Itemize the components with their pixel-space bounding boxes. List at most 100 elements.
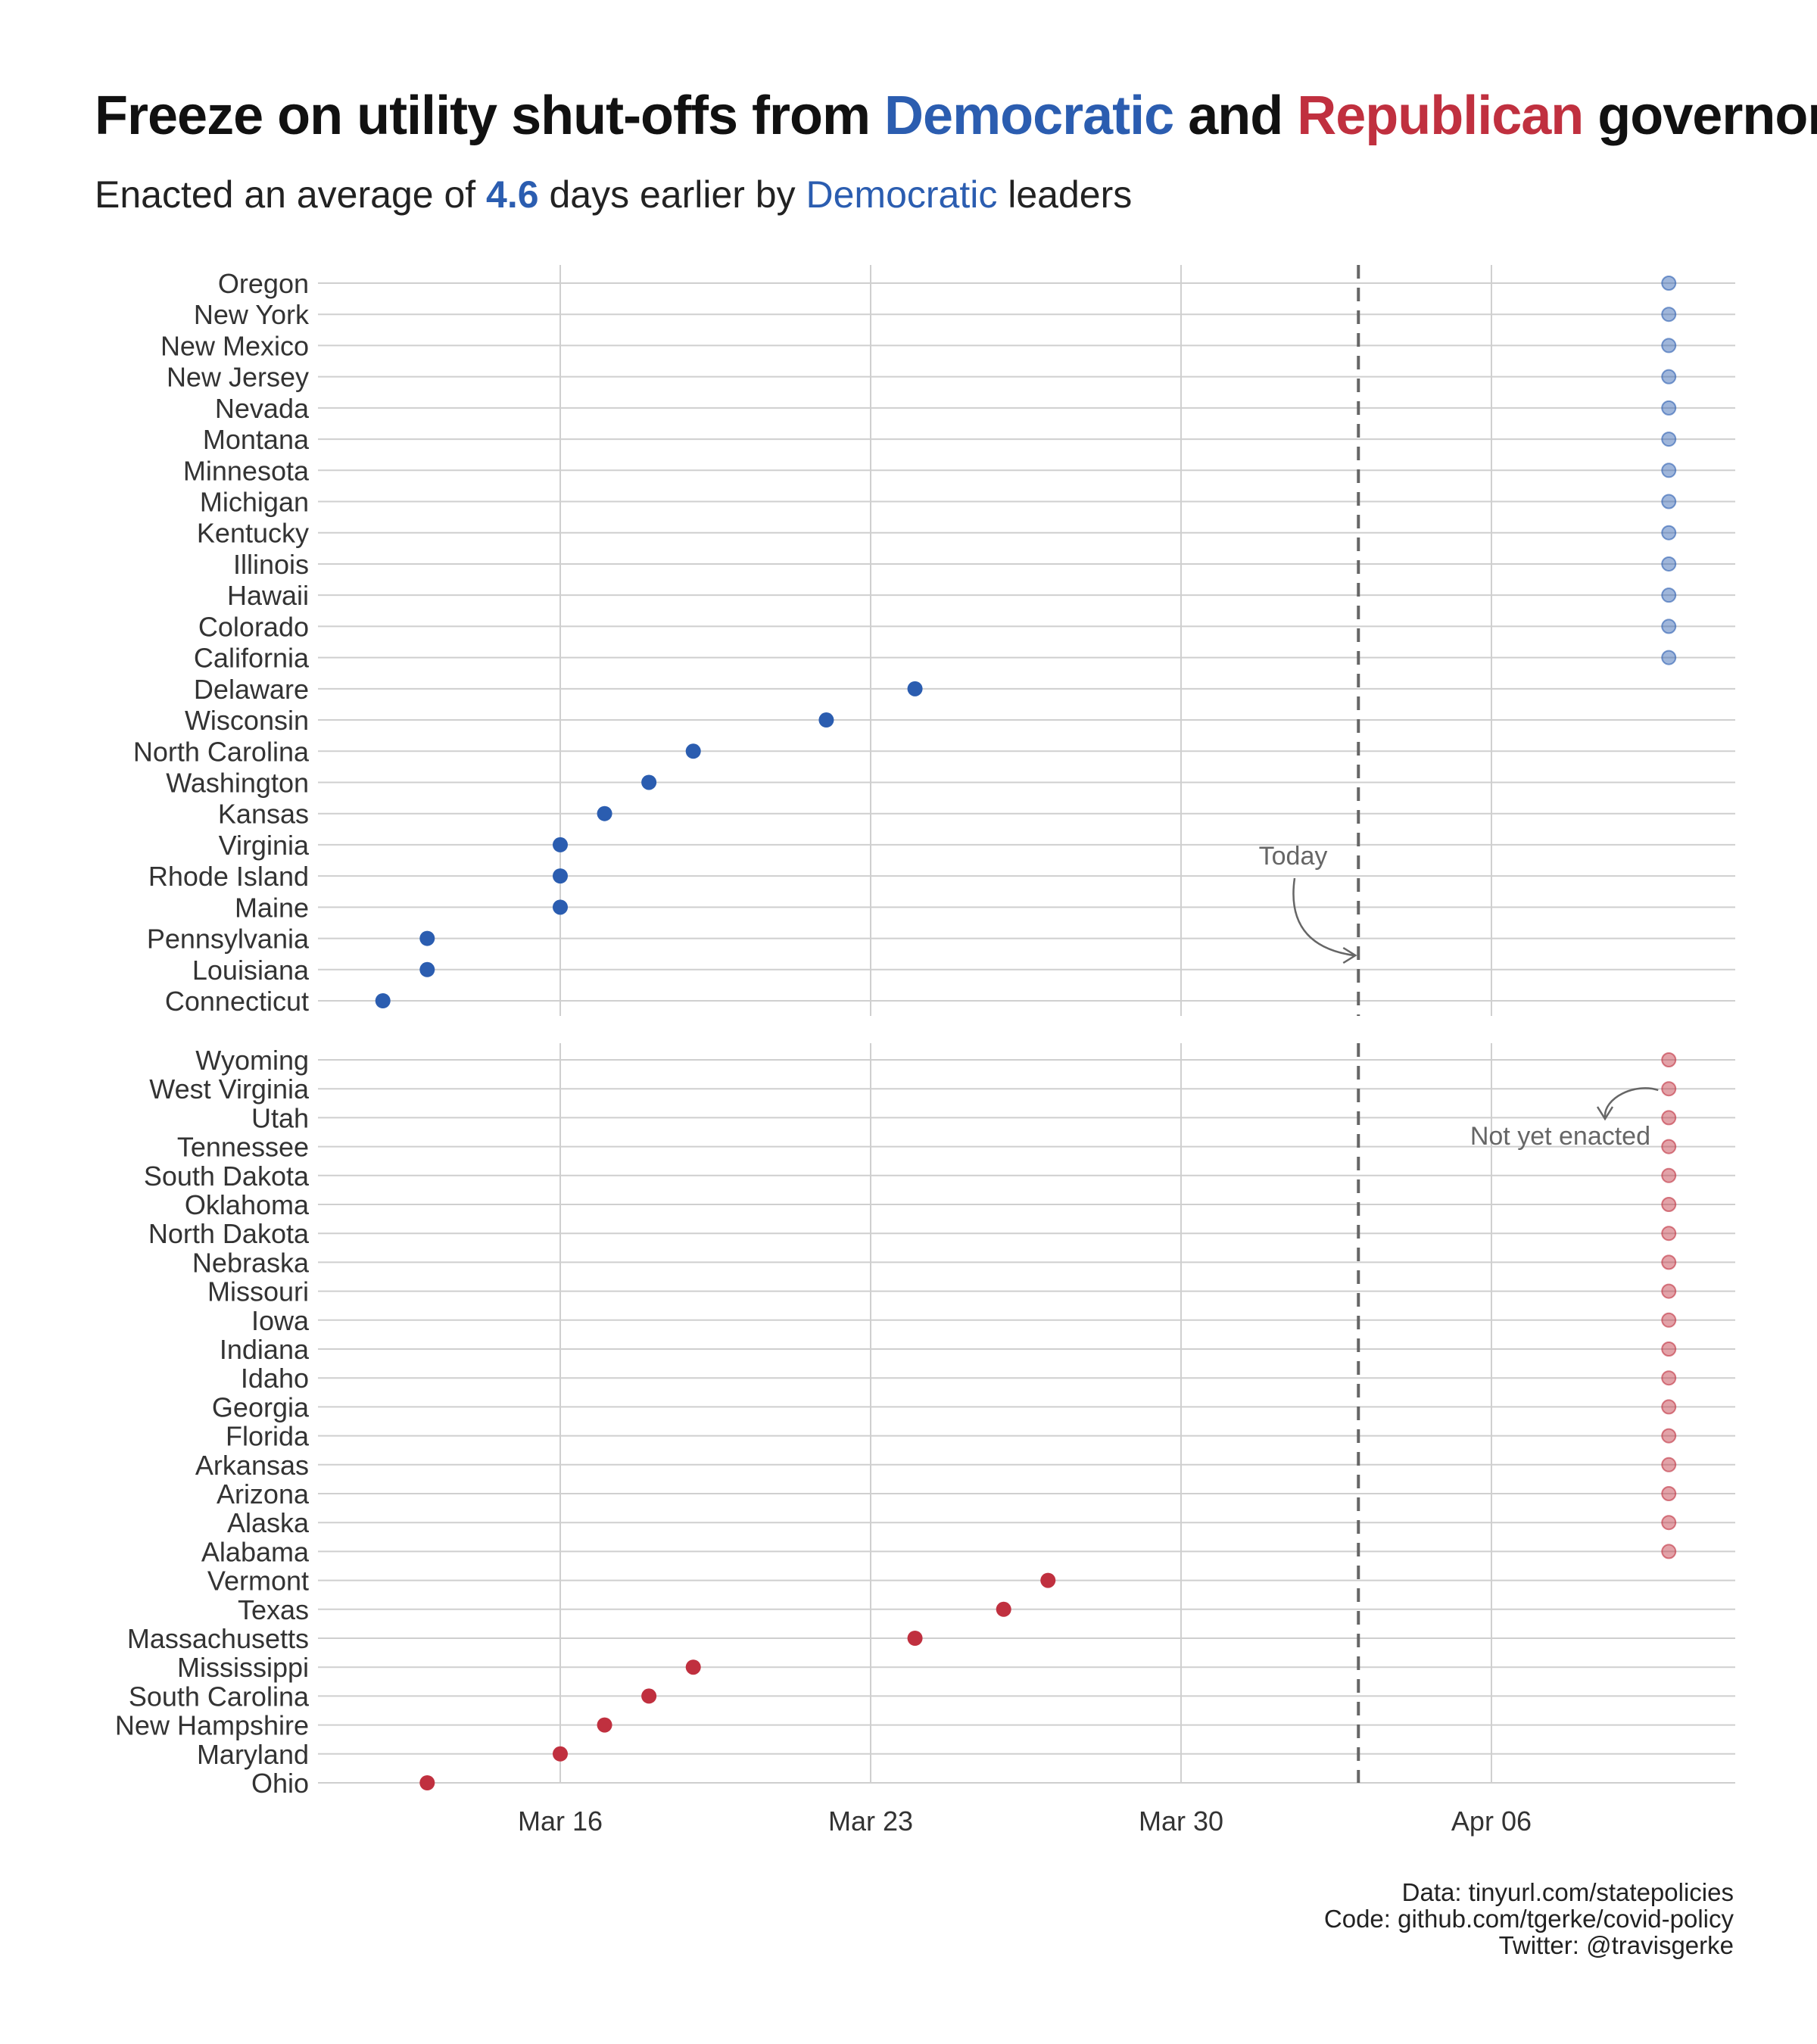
- state-label-minnesota: Minnesota: [183, 455, 310, 486]
- state-label-massachusetts: Massachusetts: [127, 1623, 309, 1654]
- state-label-kansas: Kansas: [218, 799, 309, 830]
- point-nevada: [1661, 400, 1677, 416]
- point-florida: [1661, 1428, 1677, 1444]
- point-california: [1661, 650, 1677, 665]
- point-oregon: [1661, 276, 1677, 291]
- state-label-alabama: Alabama: [201, 1536, 310, 1567]
- subtitle-democratic: Democratic: [806, 173, 998, 216]
- point-ohio: [419, 1775, 435, 1790]
- state-label-idaho: Idaho: [241, 1363, 309, 1394]
- point-washington: [641, 774, 657, 790]
- x-tick-label-mar-16: Mar 16: [518, 1806, 603, 1837]
- state-label-iowa: Iowa: [251, 1305, 310, 1336]
- caption-code-link: Code: github.com/tgerke/covid-policy: [1323, 1905, 1734, 1933]
- point-west-virginia: [1661, 1081, 1677, 1097]
- state-label-oregon: Oregon: [218, 268, 309, 299]
- state-label-louisiana: Louisiana: [192, 955, 310, 986]
- x-tick-label-apr-06: Apr 06: [1451, 1806, 1532, 1837]
- point-connecticut: [375, 993, 391, 1008]
- point-kansas: [597, 805, 612, 821]
- point-wyoming: [1661, 1052, 1677, 1067]
- title-mid: and: [1173, 86, 1298, 146]
- point-michigan: [1661, 494, 1677, 509]
- state-label-montana: Montana: [203, 424, 310, 455]
- point-minnesota: [1661, 463, 1677, 478]
- state-label-michigan: Michigan: [200, 487, 309, 518]
- state-label-hawaii: Hawaii: [227, 580, 309, 611]
- today-annotation-arrow: [1292, 877, 1354, 957]
- state-label-new-mexico: New Mexico: [161, 330, 309, 361]
- point-idaho: [1661, 1370, 1677, 1386]
- point-south-dakota: [1661, 1167, 1677, 1183]
- state-label-west-virginia: West Virginia: [149, 1073, 310, 1105]
- point-wisconsin: [818, 712, 834, 728]
- state-label-ohio: Ohio: [251, 1768, 309, 1799]
- title-prefix: Freeze on utility shut-offs from: [95, 86, 885, 146]
- state-label-wyoming: Wyoming: [195, 1045, 309, 1076]
- point-new-jersey: [1661, 369, 1677, 385]
- x-tick-label-mar-23: Mar 23: [828, 1806, 913, 1837]
- state-label-arizona: Arizona: [217, 1478, 310, 1510]
- state-label-north-dakota: North Dakota: [148, 1218, 310, 1249]
- point-vermont: [1040, 1572, 1056, 1588]
- point-iowa: [1661, 1312, 1677, 1328]
- point-north-carolina: [685, 743, 701, 759]
- point-kentucky: [1661, 525, 1677, 541]
- point-maine: [553, 899, 568, 915]
- point-arkansas: [1661, 1457, 1677, 1472]
- state-label-oklahoma: Oklahoma: [185, 1189, 310, 1220]
- not-yet-enacted-arrow: [1604, 1087, 1659, 1118]
- point-rhode-island: [553, 868, 568, 884]
- state-label-delaware: Delaware: [194, 674, 309, 705]
- point-virginia: [553, 837, 568, 852]
- point-north-dakota: [1661, 1226, 1677, 1242]
- point-new-york: [1661, 307, 1677, 322]
- caption-data-source: Data: tinyurl.com/statepolicies: [1401, 1878, 1734, 1906]
- point-colorado: [1661, 618, 1677, 634]
- state-label-texas: Texas: [238, 1594, 309, 1625]
- point-montana: [1661, 432, 1677, 447]
- point-delaware: [907, 681, 923, 696]
- state-label-colorado: Colorado: [198, 611, 309, 642]
- point-mississippi: [685, 1659, 701, 1675]
- state-label-florida: Florida: [226, 1421, 310, 1452]
- point-massachusetts: [907, 1631, 923, 1646]
- state-label-nevada: Nevada: [215, 393, 310, 424]
- state-label-virginia: Virginia: [219, 830, 310, 861]
- chart-title: Freeze on utility shut-offs from Democra…: [95, 85, 1817, 147]
- point-georgia: [1661, 1399, 1677, 1415]
- point-illinois: [1661, 556, 1677, 572]
- state-label-nebraska: Nebraska: [192, 1247, 310, 1278]
- state-label-washington: Washington: [166, 767, 309, 798]
- point-oklahoma: [1661, 1197, 1677, 1212]
- subtitle-value: 4.6: [486, 173, 539, 216]
- subtitle-suffix: leaders: [997, 173, 1133, 216]
- state-label-maine: Maine: [235, 892, 309, 923]
- point-new-hampshire: [597, 1717, 612, 1733]
- point-indiana: [1661, 1341, 1677, 1357]
- state-label-new-hampshire: New Hampshire: [115, 1710, 309, 1741]
- title-democratic: Democratic: [884, 86, 1174, 146]
- state-label-indiana: Indiana: [220, 1334, 310, 1365]
- point-hawaii: [1661, 587, 1677, 603]
- point-louisiana: [419, 961, 435, 977]
- state-label-california: California: [194, 643, 310, 674]
- caption-twitter: Twitter: @travisgerke: [1498, 1931, 1734, 1959]
- point-alaska: [1661, 1515, 1677, 1531]
- state-label-new-york: New York: [194, 299, 310, 330]
- point-new-mexico: [1661, 338, 1677, 354]
- state-label-connecticut: Connecticut: [165, 986, 309, 1017]
- state-label-utah: Utah: [251, 1102, 309, 1133]
- state-label-illinois: Illinois: [233, 549, 309, 580]
- state-label-maryland: Maryland: [197, 1739, 309, 1770]
- point-missouri: [1661, 1283, 1677, 1299]
- today-arrowhead: [1342, 946, 1357, 964]
- point-alabama: [1661, 1544, 1677, 1559]
- point-south-carolina: [641, 1688, 657, 1704]
- state-label-kentucky: Kentucky: [197, 518, 309, 549]
- state-label-new-jersey: New Jersey: [167, 362, 309, 393]
- state-label-mississippi: Mississippi: [177, 1652, 309, 1683]
- point-utah: [1661, 1110, 1677, 1126]
- state-label-missouri: Missouri: [207, 1276, 309, 1307]
